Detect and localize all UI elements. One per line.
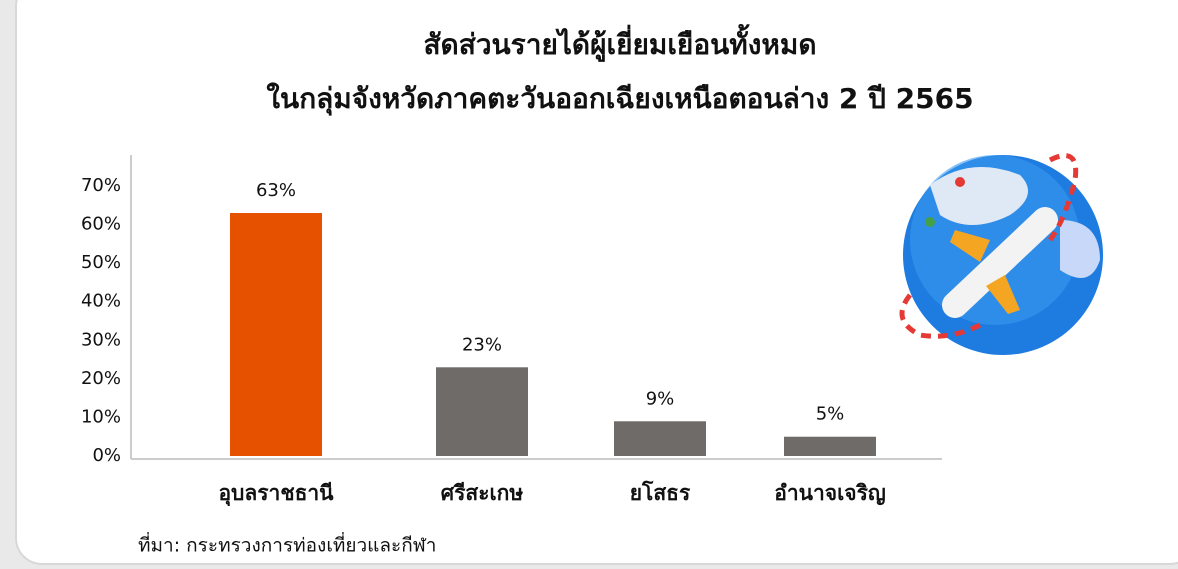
bar bbox=[784, 436, 876, 456]
x-tick-label: อำนาจเจริญ bbox=[774, 481, 886, 506]
value-label: 9% bbox=[646, 388, 675, 409]
x-tick-label: ศรีสะเกษ bbox=[441, 481, 524, 505]
bar bbox=[436, 367, 528, 456]
value-label: 23% bbox=[462, 334, 502, 355]
x-tick-label: ยโสธร bbox=[630, 480, 691, 505]
y-tick-label: 0% bbox=[92, 445, 121, 466]
bar bbox=[230, 213, 322, 456]
y-tick-label: 70% bbox=[81, 175, 121, 196]
y-tick-label: 30% bbox=[81, 329, 121, 350]
value-label: 5% bbox=[816, 404, 845, 425]
value-label: 63% bbox=[256, 180, 296, 201]
y-tick-label: 10% bbox=[81, 406, 121, 427]
x-tick-label: อุบลราชธานี bbox=[218, 481, 334, 507]
chart-subtitle: ในกลุ่มจังหวัดภาคตะวันออกเฉียงเหนือตอนล่… bbox=[266, 82, 973, 116]
y-tick-label: 40% bbox=[81, 291, 121, 312]
y-tick-label: 60% bbox=[81, 214, 121, 235]
y-tick-label: 20% bbox=[81, 368, 121, 389]
source-note: ที่มา: กระทรวงการท่องเที่ยวและกีฬา bbox=[138, 532, 436, 557]
globe-illustration bbox=[899, 153, 1103, 355]
y-tick-label: 50% bbox=[81, 252, 121, 273]
chart-title: สัดส่วนรายได้ผู้เยี่ยมเยือนทั้งหมด bbox=[423, 23, 816, 62]
bar bbox=[614, 421, 706, 456]
